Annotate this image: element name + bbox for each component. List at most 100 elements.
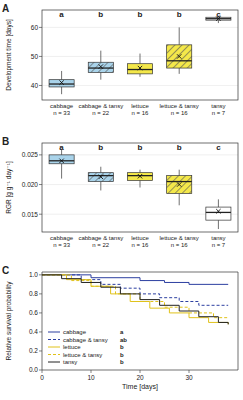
whisker — [61, 164, 62, 179]
text: 60 — [31, 24, 39, 31]
plot-area — [42, 275, 228, 324]
text: cabbage & tansy — [63, 337, 108, 343]
tick — [39, 370, 42, 371]
median — [206, 212, 231, 213]
text: lettuce & tansy — [63, 352, 102, 358]
text: 0.020 — [22, 181, 39, 188]
survival-curve — [42, 275, 228, 324]
box — [49, 80, 74, 87]
text: b — [177, 143, 182, 152]
text: 0.0 — [29, 366, 38, 373]
legend: cabbageacabbage & tansyablettuceblettuce… — [48, 329, 127, 365]
text: B — [2, 136, 9, 147]
text: b — [120, 344, 124, 350]
text: 0.8 — [29, 290, 38, 297]
mean — [99, 175, 103, 179]
panel: BRGR [g g⁻¹ day⁻¹]0.0150.0200.025acabbag… — [2, 136, 238, 248]
plot-area — [49, 149, 231, 229]
whisker — [100, 72, 101, 79]
grid-line — [42, 27, 238, 28]
mean — [177, 54, 181, 58]
whisker — [179, 170, 180, 176]
text: b — [98, 143, 103, 152]
text: n = 7 — [212, 242, 226, 248]
tick — [91, 370, 92, 373]
text: 40 — [31, 82, 39, 89]
y-label: RGR [g g⁻¹ day⁻¹] — [5, 161, 13, 214]
text: cabbage — [50, 235, 74, 241]
text: b — [138, 10, 143, 19]
panel: C Relative survival probability Time [days… — [2, 265, 238, 391]
median — [49, 83, 74, 84]
median — [88, 175, 113, 176]
whisker — [179, 27, 180, 44]
text: b — [177, 10, 182, 19]
frame — [42, 10, 238, 100]
whisker — [100, 51, 101, 63]
text: n = 16 — [132, 242, 150, 248]
text: cabbage & tansy — [78, 103, 123, 109]
tick — [39, 56, 42, 57]
whisker — [140, 180, 141, 187]
tick — [39, 350, 42, 351]
text: lettuce — [131, 235, 149, 241]
mean — [138, 66, 142, 70]
text: 0.6 — [29, 309, 38, 316]
tick — [42, 370, 43, 373]
survival-curve — [42, 275, 228, 324]
tick — [39, 274, 42, 275]
text: b — [120, 359, 124, 365]
mean — [138, 174, 142, 178]
text: n = 22 — [92, 110, 110, 116]
x-axis — [42, 370, 238, 371]
text: b — [98, 10, 103, 19]
text: n = 16 — [171, 110, 189, 116]
tick — [39, 214, 42, 215]
box — [206, 207, 231, 220]
text: 0.2 — [29, 347, 38, 354]
plot-area — [49, 16, 231, 94]
text: n = 33 — [53, 110, 71, 116]
tick — [39, 184, 42, 185]
whisker — [61, 71, 62, 80]
mean — [99, 64, 103, 68]
text: a — [59, 10, 64, 19]
text: c — [216, 143, 221, 152]
text: 0.025 — [22, 151, 39, 158]
tick — [140, 370, 141, 373]
box — [167, 176, 192, 194]
panel: ADevelopment time [days]405060acabbagen … — [2, 3, 238, 116]
box — [49, 155, 74, 164]
mean — [177, 182, 181, 186]
tick — [39, 331, 42, 332]
text: 30 — [185, 374, 193, 381]
box — [127, 173, 152, 181]
legend-swatch — [48, 362, 60, 363]
text: n = 16 — [171, 242, 189, 248]
text: Relative survival probability — [5, 281, 13, 361]
whisker — [218, 20, 219, 23]
tick — [189, 370, 190, 373]
figure: ADevelopment time [days]405060acabbagen … — [0, 0, 243, 400]
whisker — [140, 74, 141, 77]
text: C — [2, 265, 9, 276]
text: lettuce — [63, 344, 81, 350]
whisker — [179, 193, 180, 205]
box — [88, 173, 113, 182]
text: A — [2, 3, 9, 14]
text: Time [days] — [122, 383, 158, 391]
text: a — [120, 329, 124, 335]
text: cabbage — [63, 329, 87, 335]
text: 1.0 — [29, 271, 38, 278]
whisker — [100, 182, 101, 191]
whisker — [179, 68, 180, 74]
whisker — [218, 199, 219, 207]
mean — [216, 209, 220, 213]
y-axis — [42, 272, 43, 370]
text: lettuce — [131, 103, 149, 109]
text: tansy — [211, 235, 225, 241]
legend-swatch — [48, 339, 60, 340]
text: 20 — [136, 374, 144, 381]
legend-swatch — [48, 347, 60, 348]
legend-swatch — [48, 332, 60, 333]
